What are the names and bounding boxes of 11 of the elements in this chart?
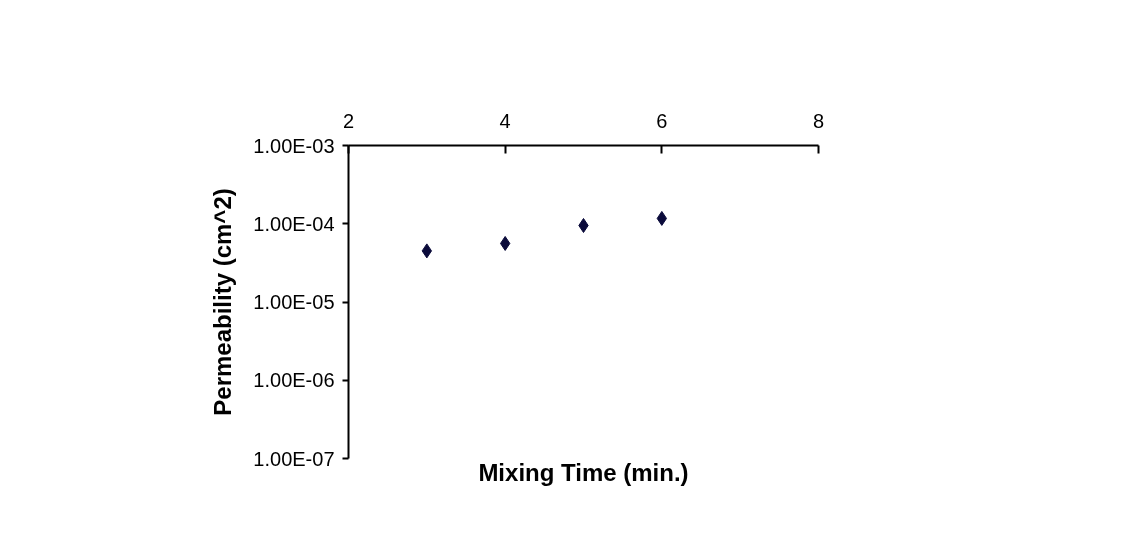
x-tick-label: 6 <box>656 109 668 132</box>
x-axis-title: Mixing Time (min.) <box>478 458 689 486</box>
x-tick-label: 4 <box>499 109 511 132</box>
x-tick-label: 8 <box>812 109 825 132</box>
y-axis-title: Permeability (cm^2) <box>209 188 237 416</box>
y-tick-label: 1.00E-05 <box>253 291 335 313</box>
y-tick-label: 1.00E-07 <box>253 447 335 470</box>
y-tick-label: 1.00E-03 <box>253 134 335 157</box>
y-tick-label: 1.00E-06 <box>253 369 335 392</box>
x-tick-label: 2 <box>342 109 355 132</box>
y-tick-label: 1.00E-04 <box>253 212 335 235</box>
